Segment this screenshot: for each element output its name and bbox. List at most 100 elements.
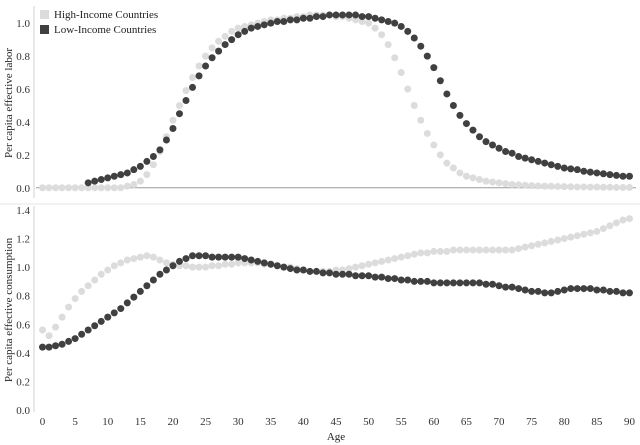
x-tick-label: 75 — [526, 416, 538, 428]
high-income-countries-point — [397, 69, 405, 77]
high-income-countries-point — [78, 184, 86, 192]
low-income-countries-point — [312, 13, 320, 21]
low-income-countries-point — [521, 154, 529, 162]
high-income-countries-point — [221, 32, 229, 40]
low-income-countries-point — [325, 11, 333, 19]
low-income-countries-point — [423, 277, 431, 285]
high-income-countries-point — [417, 249, 425, 257]
high-income-countries-point — [378, 31, 386, 39]
high-income-countries-point — [599, 183, 607, 191]
low-income-countries-point — [449, 279, 457, 287]
low-income-countries-point — [358, 272, 366, 280]
high-income-countries-point — [430, 141, 438, 149]
high-income-countries-point — [489, 178, 497, 186]
low-income-countries-point — [599, 170, 607, 178]
low-income-countries-point — [325, 269, 333, 277]
high-income-countries-point — [117, 184, 125, 192]
high-income-countries-point — [462, 172, 470, 180]
low-income-countries-point — [130, 166, 138, 174]
high-income-countries-point — [436, 151, 444, 159]
low-income-countries-point — [319, 13, 327, 21]
low-income-countries-point — [560, 164, 568, 172]
high-income-countries-point — [136, 177, 144, 185]
high-income-countries-point — [202, 263, 210, 271]
high-income-countries-point — [52, 323, 60, 331]
low-income-countries-point — [423, 52, 431, 60]
high-income-countries-point — [449, 246, 457, 254]
low-income-countries-point — [534, 287, 542, 295]
high-income-countries-point — [110, 262, 118, 270]
high-income-countries-point — [619, 183, 627, 191]
low-income-countries-point — [234, 31, 242, 39]
low-income-countries-point — [365, 272, 373, 280]
high-income-countries-point — [502, 180, 510, 188]
low-income-countries-point — [260, 21, 268, 29]
low-income-countries-point — [560, 286, 568, 294]
x-tick-label: 5 — [72, 416, 78, 428]
y-tick-label: 0.2 — [16, 376, 30, 388]
high-income-countries-point — [423, 249, 431, 257]
low-income-countries-point — [136, 287, 144, 295]
low-income-countries-point — [606, 287, 614, 295]
low-income-countries-point — [391, 19, 399, 27]
low-income-countries-point — [443, 90, 451, 98]
low-income-countries-point — [202, 62, 210, 70]
high-income-countries-point — [104, 184, 112, 192]
high-income-countries-point — [91, 276, 99, 284]
low-income-countries-point — [547, 289, 555, 297]
high-income-countries-point — [410, 101, 418, 109]
high-income-countries-point — [443, 247, 451, 255]
high-income-countries-point — [528, 242, 536, 250]
low-income-countries-point — [332, 11, 340, 19]
low-income-countries-point — [567, 285, 575, 293]
high-income-countries-point — [156, 256, 164, 264]
high-income-countries-point — [541, 182, 549, 190]
high-income-countries-point — [515, 181, 523, 189]
high-income-countries-point — [130, 180, 138, 188]
low-income-countries-point — [339, 11, 347, 19]
high-income-countries-point — [625, 215, 633, 223]
low-income-countries-point — [221, 253, 229, 261]
high-income-countries-point — [345, 265, 353, 273]
high-income-countries-point — [612, 219, 620, 227]
low-income-countries-point — [554, 287, 562, 295]
high-income-countries-point — [371, 24, 379, 32]
low-income-countries-point — [267, 260, 275, 268]
high-income-countries-point — [482, 177, 490, 185]
low-income-countries-point — [612, 287, 620, 295]
high-income-countries-point — [586, 229, 594, 237]
x-tick-label: 45 — [331, 416, 343, 428]
high-income-countries-point — [45, 184, 53, 192]
low-income-countries-point — [234, 253, 242, 261]
y-axis-title: Per capita effective labor — [3, 48, 15, 158]
high-income-countries-point — [606, 183, 614, 191]
low-income-countries-point — [436, 279, 444, 287]
low-income-countries-point — [462, 279, 470, 287]
legend-swatch — [40, 10, 49, 19]
low-income-countries-point — [417, 42, 425, 50]
high-income-countries-point — [65, 303, 73, 311]
high-income-countries-point — [228, 260, 236, 268]
low-income-countries-point — [515, 152, 523, 160]
high-income-countries-point — [378, 257, 386, 265]
high-income-countries-point — [110, 184, 118, 192]
high-income-countries-point — [462, 246, 470, 254]
low-income-countries-point — [586, 285, 594, 293]
low-income-countries-point — [365, 13, 373, 21]
low-income-countries-point — [547, 161, 555, 169]
low-income-countries-point — [332, 270, 340, 278]
low-income-countries-point — [495, 282, 503, 290]
high-income-countries-point — [175, 101, 183, 109]
low-income-countries-point — [521, 286, 529, 294]
low-income-countries-point — [619, 289, 627, 297]
low-income-countries-point — [260, 259, 268, 267]
high-income-countries-point — [52, 184, 60, 192]
high-income-countries-point — [502, 246, 510, 254]
low-income-countries-point — [299, 14, 307, 22]
low-income-countries-point — [169, 262, 177, 270]
high-income-countries-point — [104, 266, 112, 274]
high-income-countries-point — [365, 260, 373, 268]
high-income-countries-point — [71, 295, 79, 303]
low-income-countries-point — [247, 256, 255, 264]
high-income-countries-point — [71, 184, 79, 192]
